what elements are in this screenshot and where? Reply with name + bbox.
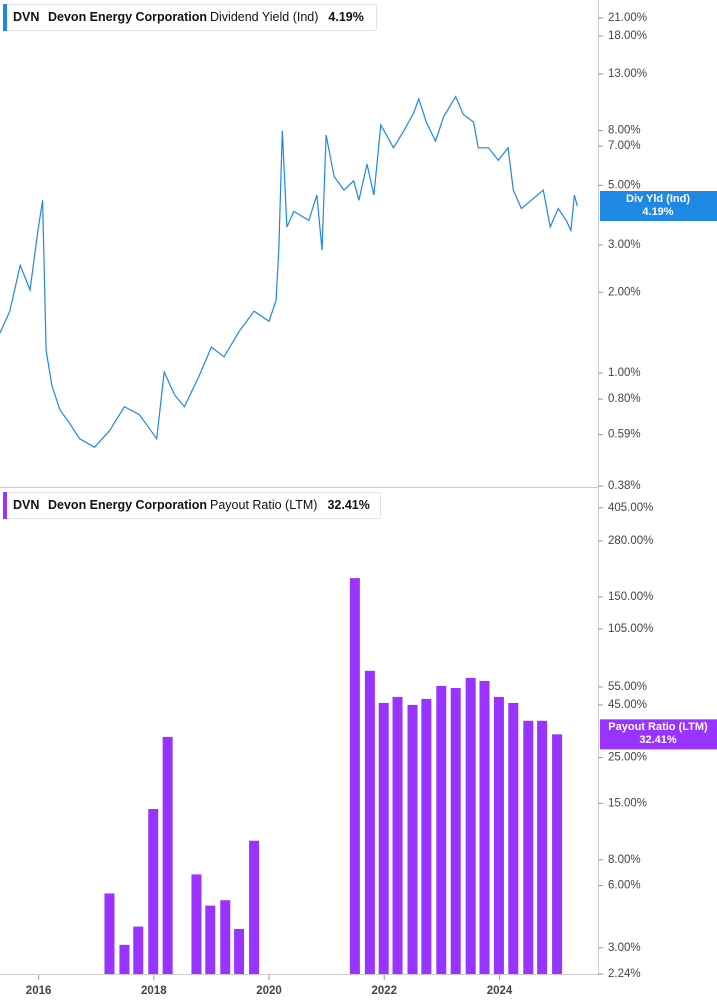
header-value: 32.41% [327, 498, 369, 512]
bar [552, 734, 563, 974]
y-tick-label: 280.00% [608, 535, 653, 547]
y-tick-label: 0.38% [608, 480, 641, 492]
bar [523, 720, 534, 974]
y-tick-label: 13.00% [608, 68, 647, 80]
bar [205, 905, 216, 974]
y-tick-label: 6.00% [608, 880, 641, 892]
value-tag-value: 32.41% [639, 734, 677, 746]
bar [162, 736, 173, 974]
y-tick-label: 15.00% [608, 797, 647, 809]
bar [537, 720, 548, 974]
value-tag [600, 719, 717, 750]
x-tick-label: 2016 [26, 985, 52, 997]
header-ticker: DVN [13, 10, 39, 24]
x-tick-label: 2020 [256, 985, 282, 997]
y-tick-label: 1.00% [608, 367, 641, 379]
y-tick-label: 0.80% [608, 393, 641, 405]
y-tick-label: 45.00% [608, 699, 647, 711]
bar [421, 698, 432, 974]
y-tick-label: 2.00% [608, 286, 641, 298]
y-tick-label: 25.00% [608, 752, 647, 764]
y-tick-label: 8.00% [608, 125, 641, 137]
x-tick-label: 2018 [141, 985, 167, 997]
y-tick-label: 5.00% [608, 179, 641, 191]
y-tick-label: 405.00% [608, 502, 653, 514]
bar [392, 696, 403, 974]
value-tag [600, 191, 717, 222]
header-swatch [3, 4, 7, 31]
header-value: 4.19% [328, 10, 363, 24]
bar [436, 685, 447, 974]
y-tick-label: 7.00% [608, 140, 641, 152]
bar [450, 688, 461, 974]
bar [234, 928, 245, 974]
y-tick-label: 105.00% [608, 623, 653, 635]
bar [148, 808, 159, 974]
bar [119, 944, 130, 974]
y-tick-label: 150.00% [608, 591, 653, 603]
y-tick-label: 8.00% [608, 854, 641, 866]
header-metric: Dividend Yield (Ind) [210, 10, 318, 24]
y-tick-label: 2.24% [608, 968, 641, 980]
bar [220, 900, 231, 974]
bar [465, 677, 476, 974]
y-tick-label: 3.00% [608, 942, 641, 954]
y-tick-label: 3.00% [608, 239, 641, 251]
x-tick-label: 2024 [487, 985, 513, 997]
bar [349, 578, 360, 974]
bar [407, 704, 418, 974]
bar [378, 702, 389, 974]
value-tag-value: 4.19% [642, 206, 673, 218]
value-tag-label: Div Yld (Ind) [626, 193, 690, 205]
header-swatch [3, 492, 7, 519]
value-tag-label: Payout Ratio (LTM) [608, 721, 708, 733]
y-tick-label: 55.00% [608, 681, 647, 693]
bar [364, 670, 375, 974]
bar [249, 840, 260, 974]
x-tick-label: 2022 [371, 985, 397, 997]
bar [508, 702, 519, 974]
bar [191, 874, 202, 974]
header-company: Devon Energy Corporation [48, 498, 207, 512]
yield-line [0, 95, 578, 448]
bar [479, 680, 490, 974]
header-metric: Payout Ratio (LTM) [210, 498, 317, 512]
y-tick-label: 0.59% [608, 429, 641, 441]
y-tick-label: 21.00% [608, 12, 647, 24]
y-tick-label: 18.00% [608, 30, 647, 42]
bar [133, 926, 144, 974]
bar [104, 893, 115, 974]
header-ticker: DVN [13, 498, 39, 512]
bar [493, 696, 504, 974]
header-company: Devon Energy Corporation [48, 10, 207, 24]
